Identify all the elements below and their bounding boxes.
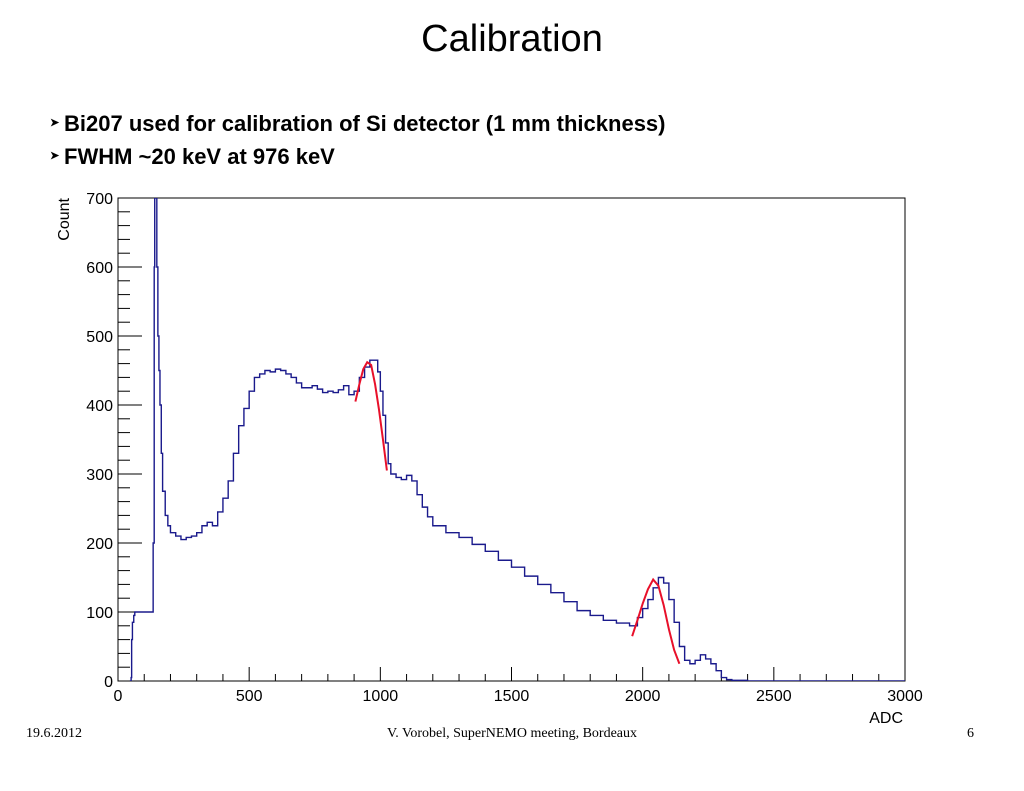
y-tick-label: 600 [86, 260, 113, 277]
slide-title: Calibration [421, 18, 603, 60]
footer-date: 19.6.2012 [26, 726, 82, 741]
x-tick-label: 0 [114, 688, 123, 705]
y-tick-label: 400 [86, 398, 113, 415]
plot-frame [117, 197, 906, 682]
x-axis-label: ADC [869, 710, 903, 727]
bullet-item: ➤ FWHM ~20 keV at 976 keV [50, 141, 666, 174]
bullet-item: ➤ Bi207 used for calibration of Si detect… [50, 108, 666, 141]
y-tick-label: 100 [86, 605, 113, 622]
x-tick-label: 1500 [494, 688, 530, 705]
bullet-list: ➤ Bi207 used for calibration of Si detect… [50, 108, 666, 174]
y-tick-label: 700 [86, 191, 113, 208]
histogram-series [129, 198, 905, 681]
x-tick-label: 3000 [887, 688, 923, 705]
footer-page-number: 6 [967, 726, 974, 741]
x-tick-label: 2500 [756, 688, 792, 705]
x-tick-label: 1000 [363, 688, 399, 705]
gaussian-fit-line [631, 577, 681, 665]
x-tick-label: 500 [236, 688, 263, 705]
y-axis-label: Count [56, 197, 73, 240]
y-tick-label: 0 [104, 674, 113, 691]
y-tick-label: 200 [86, 536, 113, 553]
footer-presenter: V. Vorobel, SuperNEMO meeting, Bordeaux [386, 726, 638, 741]
y-tick-label: 500 [86, 329, 113, 346]
bullet-text: FWHM ~20 keV at 976 keV [64, 144, 335, 170]
gaussian-fit-line [354, 360, 388, 471]
arrowhead-bullet-icon: ➤ [50, 117, 60, 130]
bullet-text: Bi207 used for calibration of Si detecto… [64, 111, 666, 136]
y-tick-label: 300 [86, 467, 113, 484]
x-tick-label: 2000 [625, 688, 661, 705]
arrowhead-bullet-icon: ➤ [50, 150, 60, 163]
